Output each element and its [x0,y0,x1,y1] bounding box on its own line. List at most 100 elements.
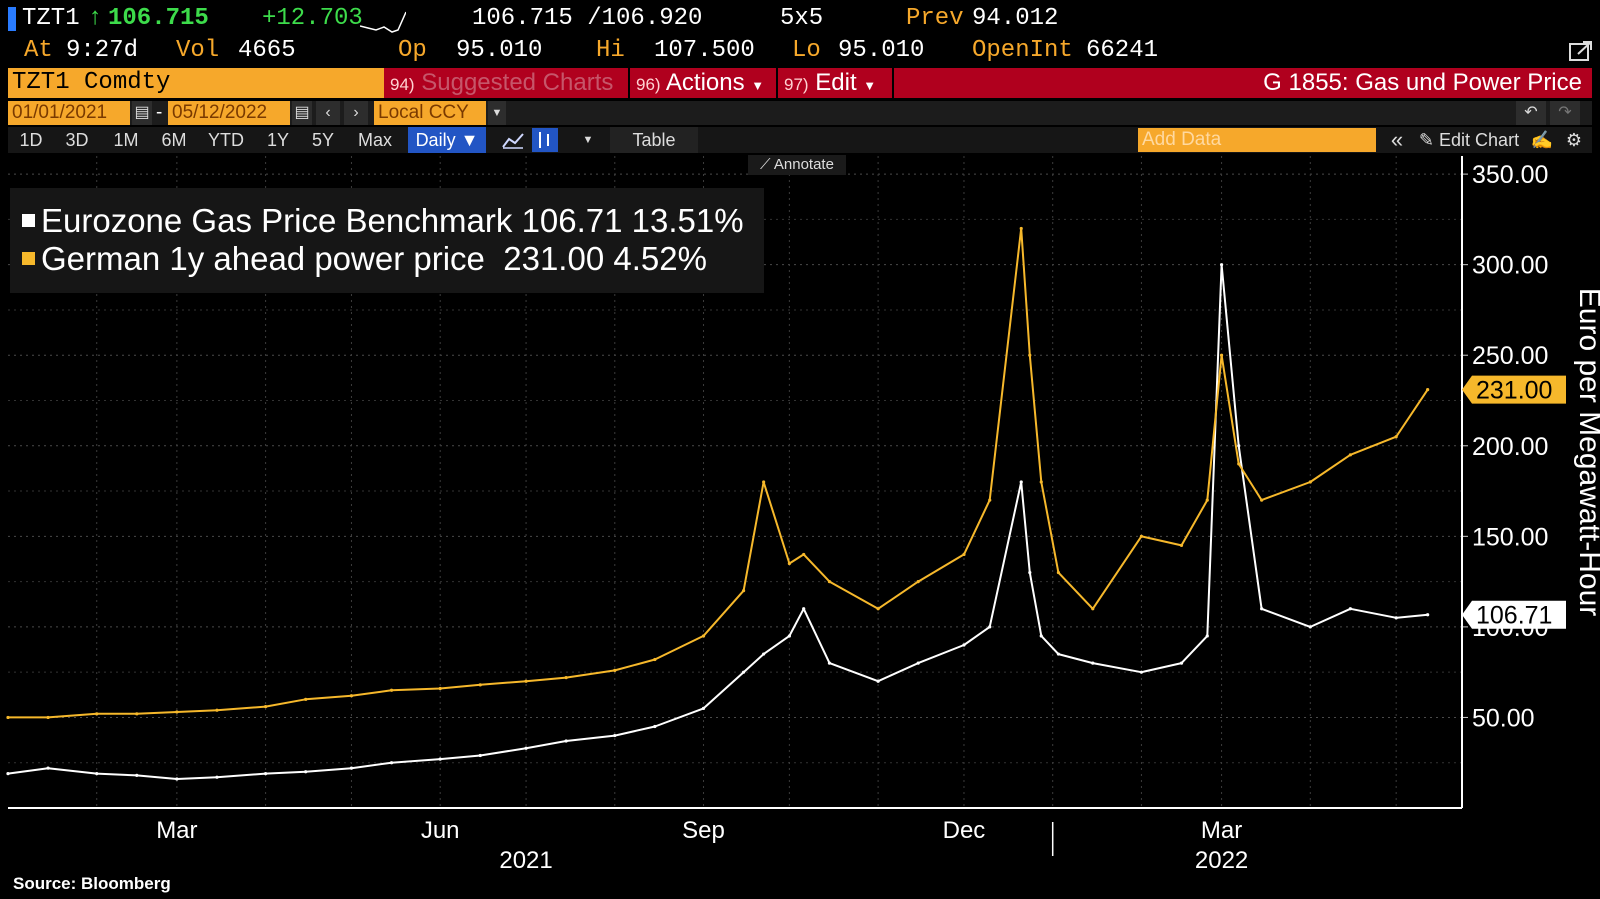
legend-change: 13.51% [631,202,744,239]
legend-value: 231.00 [503,240,605,277]
power-price-point [741,589,746,593]
period-1m[interactable]: 1M [113,130,139,150]
period-3d[interactable]: 3D [65,130,89,150]
collapse-icon[interactable]: « [1390,127,1404,152]
power-price-point [1056,570,1061,575]
gas-price-point [1394,616,1398,620]
power-price-point [1348,453,1352,457]
power-price-point [524,679,528,683]
gas-price-point [524,746,528,750]
source-note: Source: Bloomberg [13,874,171,893]
gas-price-point [741,670,746,674]
tab-suggested-charts[interactable]: 94) Suggested Charts [384,68,630,98]
tab-actions-label: Actions [665,69,745,96]
tab-suggested-label: Suggested Charts [421,69,614,96]
prev-label: Prev [906,5,964,32]
period-5y[interactable]: 5Y [311,130,335,150]
tab-actions[interactable]: 96) Actions ▼ [630,68,778,98]
gas-price-point [1219,263,1224,267]
prev-value: 94.012 [972,5,1059,32]
power-price-point [876,607,880,611]
table-button[interactable]: Table [610,127,698,153]
chart-legend [10,188,764,293]
power-price-point [564,676,568,680]
gas-price-point [478,753,482,758]
period-6m[interactable]: 6M [161,130,187,150]
security-field[interactable]: TZT1 Comdty [8,68,384,98]
y-axis-title: Euro per Megawatt-Hour [1573,288,1600,616]
undo-icon[interactable]: ↶ [1516,101,1546,125]
high-value: 107.500 [654,37,755,64]
legend-value: 106.71 [521,202,623,239]
legend-change: 4.52% [613,240,707,277]
power-price-point [175,710,179,714]
legend-name: German 1y ahead power price [41,240,485,277]
ticker-marker [8,7,16,31]
power-price-point [701,634,706,638]
legend-item-power[interactable]: German 1y ahead power price 231.00 4.52% [22,240,707,278]
x-year-label: 2022 [1195,847,1248,874]
line-chart-icon[interactable] [502,131,524,149]
caret-down-icon: ▼ [460,130,479,150]
caret-down-icon[interactable]: ▼ [488,101,506,125]
power-price-point [438,686,442,691]
gas-price-point [1237,444,1241,448]
gas-price-point [1308,625,1312,629]
tab-edit-label: Edit [815,69,857,96]
end-date-input[interactable]: 05/12/2022 [168,101,290,125]
x-tick-label: Mar [1201,817,1242,844]
period-max[interactable]: Max [357,130,392,150]
period-1y[interactable]: 1Y [266,130,290,150]
chevron-left-icon[interactable]: ‹ [316,101,340,125]
power-price-point [1219,353,1224,357]
power-price-point [135,712,139,716]
gas-price-point [613,733,617,738]
edit-chart-button[interactable]: ✎ Edit Chart [1414,127,1524,153]
high-label: Hi [596,37,625,64]
power-price-point [916,580,920,584]
gear-icon[interactable]: ⚙ [1565,130,1583,150]
legend-swatch-power [22,252,35,265]
ticker[interactable]: TZT1 [22,5,80,32]
power-price-point [827,580,832,584]
power-price-point [1260,498,1264,502]
power-last-value-label: 231.00 [1476,377,1552,405]
x-tick-label: Jun [421,817,460,844]
open-label: Op [398,37,427,64]
frequency-select[interactable]: Daily ▼ [408,127,486,153]
openint-value: 66241 [1086,37,1159,64]
gas-price-point [762,652,766,656]
legend-item-gas[interactable]: Eurozone Gas Price Benchmark 106.71 13.5… [22,202,744,240]
gas-price-point [1260,607,1264,611]
vol-value: 4665 [238,37,296,64]
currency-select[interactable]: Local CCY [374,101,486,125]
gas-price-point [564,739,568,743]
power-price-point [1019,226,1023,231]
note-icon[interactable]: ✍ [1530,130,1554,150]
bar-chart-icon[interactable] [532,128,558,152]
period-ytd[interactable]: YTD [208,130,244,150]
gas-price-point [95,771,99,776]
start-date-input[interactable]: 01/01/2021 [8,101,130,125]
gas-price-point [1056,652,1061,656]
redo-icon[interactable]: ↷ [1550,101,1580,125]
power-price-point [653,657,657,662]
y-tick-label: 300.00 [1472,252,1548,280]
period-1d[interactable]: 1D [19,130,43,150]
chevron-right-icon[interactable]: › [344,101,368,125]
gas-price-point [1019,480,1023,484]
chart-type-caret-icon[interactable]: ▼ [582,134,594,146]
power-price-point [802,552,806,557]
tab-edit[interactable]: 97) Edit ▼ [778,68,894,98]
add-data-input[interactable]: Add Data [1138,128,1376,152]
gas-price-point [1205,634,1209,638]
power-price-point [1237,462,1241,466]
gas-price-point [6,771,10,776]
popout-icon[interactable] [1568,40,1594,64]
calendar-icon[interactable]: ▤ [292,101,312,125]
power-price-point [1091,607,1095,611]
calendar-icon[interactable]: ▤ [132,101,152,125]
annotate-button[interactable]: ⟋ Annotate [748,155,846,175]
y-tick-label: 200.00 [1472,433,1548,461]
gas-price-point [135,773,139,778]
